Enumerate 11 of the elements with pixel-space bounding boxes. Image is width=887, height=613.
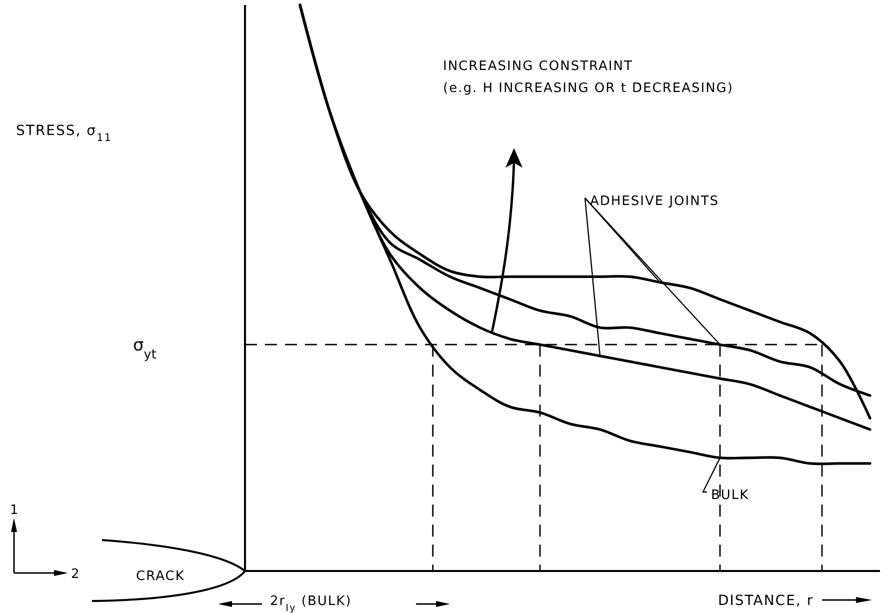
text: STRESS, σ$_{11}$ xyxy=(16,123,112,144)
text: 1 xyxy=(10,503,18,518)
text: CRACK xyxy=(136,569,185,584)
annotation: BULK xyxy=(711,488,750,503)
annotation: INCREASING CONSTRAINT xyxy=(443,59,633,74)
annotation: (e.g. H INCREASING OR t DECREASING) xyxy=(443,81,734,96)
text: 2r$_{Iy}$ (BULK) xyxy=(270,594,352,613)
ref-line-label: σ$_{yt}$ xyxy=(133,336,156,362)
annotation: ADHESIVE JOINTS xyxy=(590,194,720,209)
text: 2 xyxy=(71,567,80,582)
x-axis-title: DISTANCE, r xyxy=(718,593,814,609)
